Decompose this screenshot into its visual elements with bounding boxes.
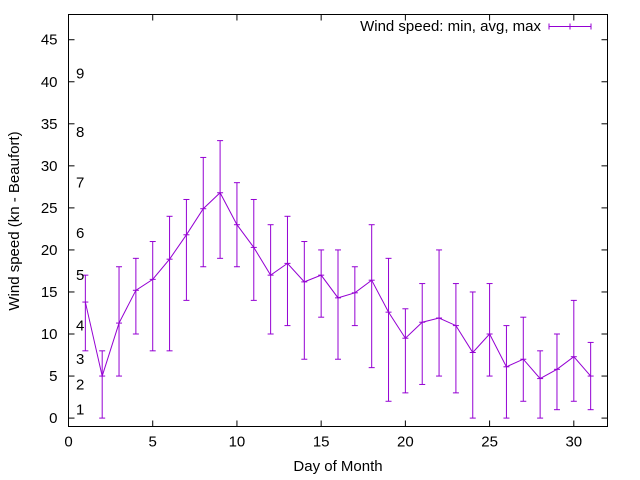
beaufort-label: 5 xyxy=(76,267,84,284)
error-bar xyxy=(301,241,308,360)
error-bar xyxy=(82,274,89,352)
beaufort-label: 1 xyxy=(76,402,84,419)
x-tick-label: 10 xyxy=(229,434,246,451)
beaufort-label: 2 xyxy=(76,376,84,393)
y-tick-label: 0 xyxy=(49,410,57,427)
beaufort-label: 7 xyxy=(76,175,84,192)
y-tick-label: 15 xyxy=(41,284,58,301)
error-bar xyxy=(267,224,274,335)
beaufort-label: 8 xyxy=(76,124,84,141)
error-bar xyxy=(233,182,240,268)
error-bar xyxy=(200,156,207,268)
y-tick-label: 20 xyxy=(41,242,58,259)
legend-sample xyxy=(548,23,592,30)
error-bar xyxy=(284,215,291,327)
error-bar xyxy=(132,257,139,335)
error-bar xyxy=(537,350,544,419)
y-tick-label: 10 xyxy=(41,326,58,343)
error-bar xyxy=(486,283,493,377)
error-bar xyxy=(335,249,341,360)
legend-label: Wind speed: min, avg, max xyxy=(360,18,541,35)
y-axis-label: Wind speed (kn - Beaufort) xyxy=(6,131,23,310)
series-0 xyxy=(82,140,594,419)
error-bar xyxy=(99,350,106,419)
beaufort-label: 4 xyxy=(76,318,84,335)
y-tick-label: 40 xyxy=(41,74,58,91)
error-bar xyxy=(436,249,443,377)
error-bar xyxy=(116,266,123,377)
error-bar xyxy=(351,266,358,327)
error-bar xyxy=(520,316,527,402)
legend: Wind speed: min, avg, max xyxy=(360,18,592,35)
error-bar xyxy=(570,299,577,402)
error-bar xyxy=(149,241,156,352)
x-tick-label: 5 xyxy=(149,434,157,451)
error-bar xyxy=(217,140,224,259)
x-axis-label: Day of Month xyxy=(293,458,382,475)
x-tick-label: 0 xyxy=(64,434,72,451)
y-tick-label: 5 xyxy=(49,368,57,385)
error-bar xyxy=(587,341,594,411)
plot-frame xyxy=(68,14,608,427)
y-tick-label: 25 xyxy=(41,200,58,217)
error-bar xyxy=(553,333,560,411)
error-bar xyxy=(469,291,476,419)
error-bar xyxy=(385,257,392,402)
y-tick-label: 45 xyxy=(41,32,58,49)
beaufort-label: 6 xyxy=(76,225,84,242)
error-bar xyxy=(419,283,426,385)
error-bar xyxy=(166,215,173,352)
beaufort-label: 9 xyxy=(76,65,84,82)
error-bar xyxy=(452,283,459,394)
x-tick-label: 20 xyxy=(397,434,414,451)
x-tick-label: 15 xyxy=(313,434,330,451)
error-bar xyxy=(368,224,375,369)
x-tick-label: 30 xyxy=(565,434,582,451)
beaufort-label: 3 xyxy=(76,351,84,368)
y-tick-label: 30 xyxy=(41,158,58,175)
x-tick-label: 25 xyxy=(481,434,498,451)
error-bar xyxy=(318,249,325,318)
error-bar xyxy=(250,198,257,301)
error-bar xyxy=(402,308,409,394)
error-bar xyxy=(503,325,510,419)
error-bar xyxy=(183,198,190,301)
y-tick-label: 35 xyxy=(41,116,58,133)
